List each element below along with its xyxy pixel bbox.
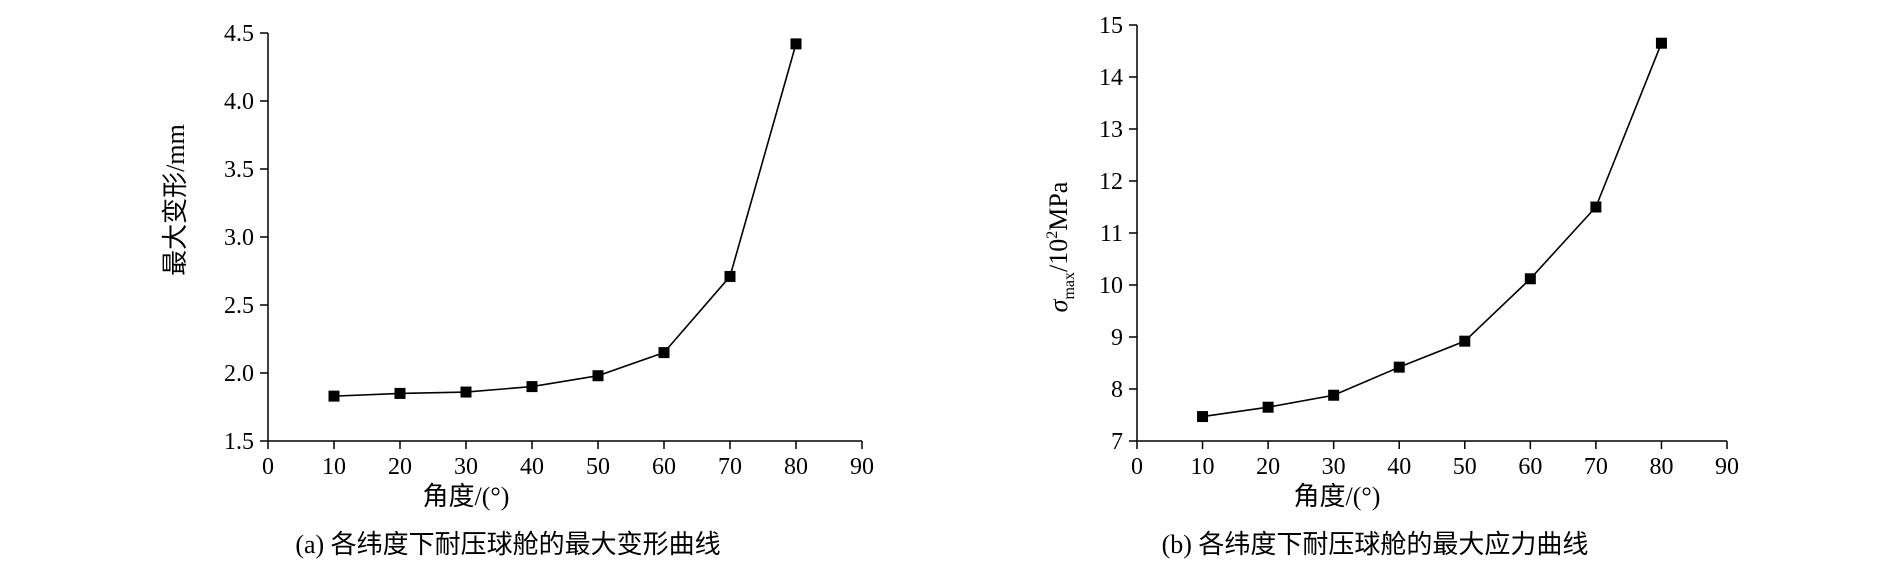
data-point-b xyxy=(1524,273,1536,285)
data-point-a xyxy=(460,386,472,398)
x-tick-label-a: 40 xyxy=(520,454,544,480)
y-axis-symbol-b: σ xyxy=(1044,298,1073,312)
y-tick-label-b: 11 xyxy=(1100,221,1123,247)
x-tick-label-b: 60 xyxy=(1518,454,1542,480)
x-tick-label-b: 70 xyxy=(1584,454,1608,480)
x-tick-label-b: 10 xyxy=(1191,454,1215,480)
y-axis-subscript-b: max xyxy=(1061,272,1078,300)
y-axis-rest-b: /10 xyxy=(1044,239,1073,272)
y-tick-label-b: 8 xyxy=(1111,377,1123,403)
y-tick-label-b: 7 xyxy=(1111,429,1123,455)
x-tick-label-a: 30 xyxy=(454,454,478,480)
y-tick-label-b: 15 xyxy=(1099,13,1123,39)
data-point-b xyxy=(1459,335,1471,347)
x-tick-label-a: 80 xyxy=(784,454,808,480)
x-tick-label-a: 10 xyxy=(322,454,346,480)
y-axis-unit-b: MPa xyxy=(1044,181,1073,231)
data-point-a xyxy=(394,387,406,399)
y-tick-label-b: 9 xyxy=(1111,325,1123,351)
y-tick-label-b: 14 xyxy=(1099,65,1123,91)
data-point-b xyxy=(1197,411,1209,423)
data-point-a xyxy=(328,390,340,402)
y-axis-superscript-b: 2 xyxy=(1044,231,1061,239)
series-line-b xyxy=(1202,42,1663,418)
y-tick-label-a: 3.5 xyxy=(224,157,254,183)
x-tick-label-a: 90 xyxy=(850,454,874,480)
x-axis-title-a: 角度/(°) xyxy=(423,482,510,511)
caption-b: (b) 各纬度下耐压球舱的最大应力曲线 xyxy=(1162,530,1589,559)
y-axis-title-b: σmax/102MPa xyxy=(1044,181,1078,312)
data-point-a xyxy=(592,370,604,382)
y-tick-label-a: 4.5 xyxy=(224,21,254,47)
chart-panel-a: 0 10 20 30 40 50 60 70 80 90 1.5 2.0 2.5 3.0 3.5 4.0 4.5… xyxy=(161,21,874,559)
data-point-a xyxy=(724,270,736,282)
x-tick-label-b: 90 xyxy=(1715,454,1739,480)
y-tick-label-a: 1.5 xyxy=(224,429,254,455)
y-tick-label-a: 3.0 xyxy=(224,225,254,251)
x-tick-label-a: 70 xyxy=(718,454,742,480)
x-tick-label-b: 0 xyxy=(1131,454,1143,480)
y-tick-label-a: 4.0 xyxy=(224,89,254,115)
data-point-b xyxy=(1328,389,1340,401)
x-tick-label-b: 30 xyxy=(1322,454,1346,480)
x-tick-label-b: 20 xyxy=(1256,454,1280,480)
x-tick-label-a: 50 xyxy=(586,454,610,480)
y-tick-label-b: 12 xyxy=(1099,169,1123,195)
x-tick-label-a: 60 xyxy=(652,454,676,480)
data-point-a xyxy=(790,38,802,50)
x-tick-label-b: 50 xyxy=(1453,454,1477,480)
data-point-b xyxy=(1393,361,1405,373)
y-tick-label-b: 10 xyxy=(1099,273,1123,299)
x-tick-label-a: 0 xyxy=(262,454,274,480)
data-point-b xyxy=(1590,201,1602,213)
x-tick-label-b: 40 xyxy=(1387,454,1411,480)
x-tick-label-b: 80 xyxy=(1649,454,1673,480)
data-point-b xyxy=(1262,401,1274,413)
y-tick-label-a: 2.0 xyxy=(224,361,254,387)
x-tick-label-a: 20 xyxy=(388,454,412,480)
chart-panel-b: 0 10 20 30 40 50 60 70 80 90 7 8 9 10 11 12 13 14 15 角度/(°… xyxy=(1044,13,1739,559)
plot-area-a: 0 10 20 30 40 50 60 70 80 90 1.5 2.0 2.5 3.0 3.5 4.0 4.5 xyxy=(224,21,874,480)
plot-area-b: 0 10 20 30 40 50 60 70 80 90 7 8 9 10 11 12 13 14 15 xyxy=(1099,13,1739,480)
data-point-a xyxy=(658,347,670,359)
series-line-a xyxy=(333,43,797,397)
caption-a: (a) 各纬度下耐压球舱的最大变形曲线 xyxy=(295,530,720,559)
x-axis-title-b: 角度/(°) xyxy=(1294,482,1381,511)
y-tick-label-a: 2.5 xyxy=(224,293,254,319)
data-point-b xyxy=(1655,37,1667,49)
y-tick-label-b: 13 xyxy=(1099,117,1123,143)
data-point-a xyxy=(526,381,538,393)
y-axis-title-a: 最大变形/mm xyxy=(161,124,190,276)
